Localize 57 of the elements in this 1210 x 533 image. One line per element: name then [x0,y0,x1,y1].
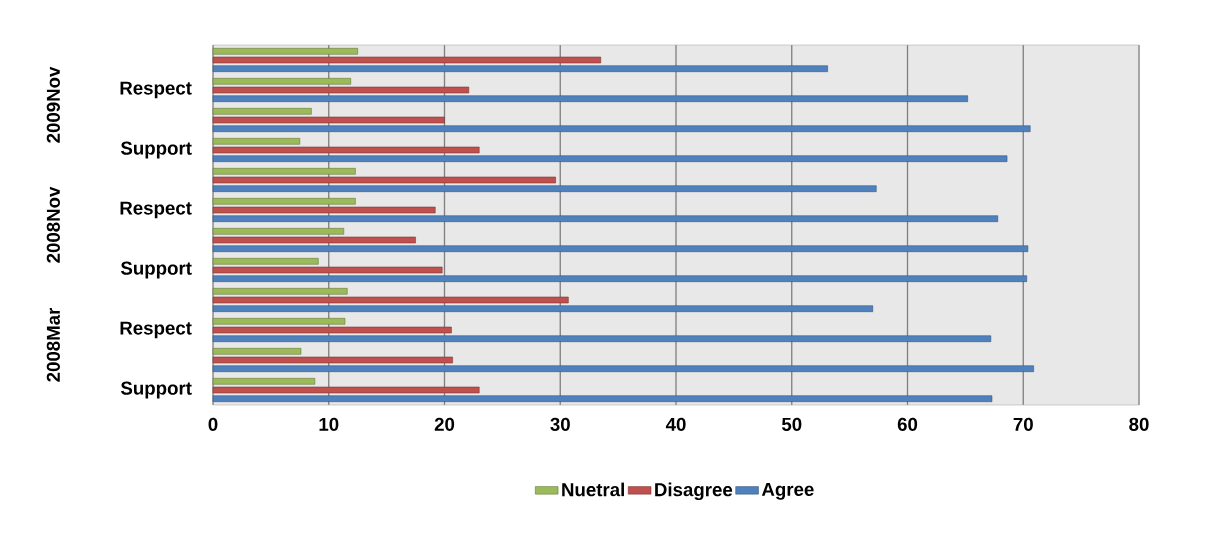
bar [212,266,443,274]
x-tick-label: 40 [665,417,686,431]
bar [212,305,874,312]
x-tick-label: 0 [208,417,218,431]
bar [212,318,346,325]
y-tick-label: Respect [120,321,192,339]
x-tick-label: 20 [434,417,455,431]
bar [212,258,319,265]
x-tick-label: 60 [897,417,918,431]
text: 2009Nov [46,66,60,143]
bar [212,335,992,342]
bar [212,95,968,102]
bar [212,395,993,402]
bar [212,108,312,115]
bar [212,386,480,394]
y-tick-label: Respect [120,201,192,219]
x-tick-label: 50 [781,417,802,431]
bar [212,206,436,214]
bar [212,228,345,235]
bar [212,365,1034,372]
text: 2008Nov [46,186,60,263]
bar [212,86,470,94]
x-tick-label: 70 [1013,417,1033,431]
bar [212,275,1027,282]
bar [212,326,452,334]
bar [212,378,316,385]
bar [212,116,445,124]
x-tick-label: 80 [1129,417,1149,431]
bar [212,356,453,364]
bar [212,245,1029,252]
legend-label: Agree [761,482,814,500]
x-tick-label: 30 [550,417,570,431]
y-tick-label: Support [120,261,192,279]
y-tick-label: Support [120,141,192,159]
bar [212,348,302,355]
legend-label: Nuetral [562,482,624,497]
bar [212,185,877,192]
bar [212,146,480,154]
bar [212,155,1008,162]
y-tick-label: Respect [120,81,192,99]
bar [212,65,828,72]
legend-label: Disagree [655,482,733,501]
x-tick-label: 10 [319,417,339,431]
bar [212,125,1031,132]
bar [212,296,569,304]
bar [212,288,348,295]
y-tick-label: Support [120,381,192,399]
bar [212,138,301,145]
text: 2008Mar [46,307,60,382]
bar [212,236,416,244]
bar [212,168,356,175]
bar [212,215,999,222]
bar [212,176,556,184]
bar [212,198,356,205]
bar [212,78,352,85]
bar [212,48,358,55]
bar [212,56,602,64]
